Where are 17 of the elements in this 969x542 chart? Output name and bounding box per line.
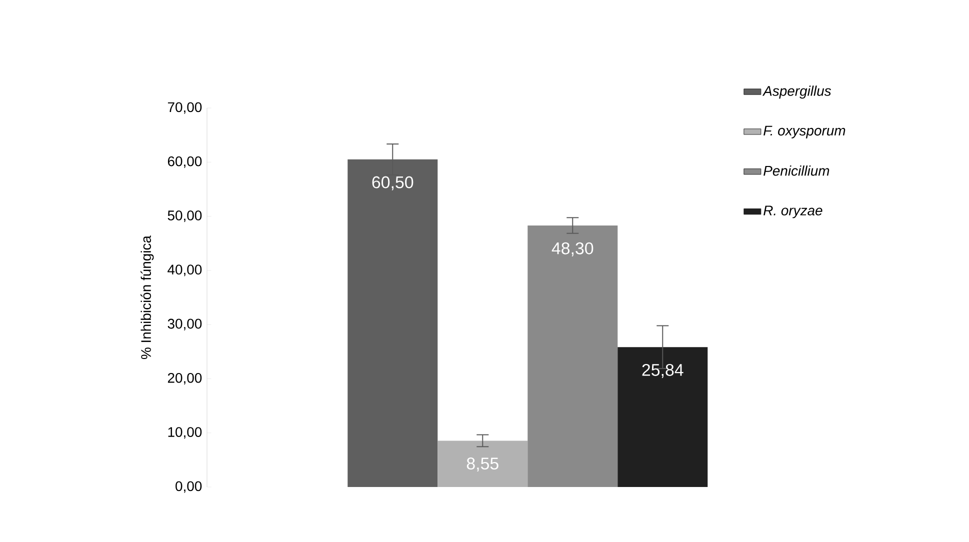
legend-label: Penicillium xyxy=(764,166,830,176)
data-label: 48,30 xyxy=(552,242,594,256)
legend-label: Aspergillus xyxy=(762,86,832,99)
y-tick-label: 50,00 xyxy=(168,210,202,222)
y-tick-label: 30,00 xyxy=(168,318,202,330)
y-axis-title: % Inhibición fúngica xyxy=(140,235,154,360)
y-tick-label: 10,00 xyxy=(168,427,202,439)
y-tick-label: 70,00 xyxy=(168,102,202,114)
y-tick-label: 0,00 xyxy=(176,481,202,493)
y-tick-label: 60,00 xyxy=(168,156,202,168)
y-tick-label: 20,00 xyxy=(168,372,202,384)
legend-label: R. oryzae xyxy=(764,206,822,218)
data-label: 25,84 xyxy=(642,364,684,378)
legend-label: F. oxysporum xyxy=(764,126,846,138)
y-tick-label: 40,00 xyxy=(168,264,202,276)
data-label: 8,55 xyxy=(466,458,498,472)
data-label: 60,50 xyxy=(372,176,414,190)
